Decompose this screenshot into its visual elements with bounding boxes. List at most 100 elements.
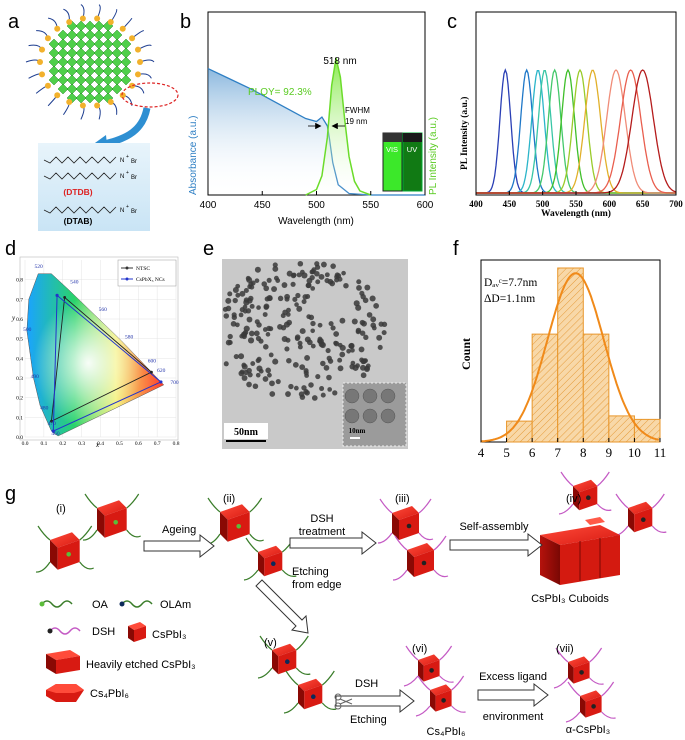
legend-oa-icon xyxy=(39,600,73,608)
nanoparticle xyxy=(245,275,251,281)
panel-b: 518 nm PLQY= 92.3% FWHM 19 nm Absorbance… xyxy=(188,11,439,227)
octahedron-icon xyxy=(93,38,105,50)
cube-side xyxy=(580,696,586,718)
x-tick-label-c: 600 xyxy=(603,199,617,209)
panel-f: 4 5 6 7 8 9 10 11 Dₐᵥᶜ=7.7nm ΔD=1.1nm Count xyxy=(459,259,667,460)
histogram-bar xyxy=(608,415,635,443)
y-axis-label-c: PL Intensity (a.u.) xyxy=(459,97,470,170)
nanoparticle xyxy=(311,395,318,401)
nanoparticle xyxy=(320,360,326,367)
ligand-head-icon xyxy=(66,99,73,106)
octahedron-icon xyxy=(75,47,87,59)
wavelength-label: 520 xyxy=(34,264,43,270)
legend-ncs-marker xyxy=(125,277,129,281)
nanocube-icon xyxy=(35,525,94,573)
nanoparticle xyxy=(222,306,228,312)
x-tick-label-f: 11 xyxy=(654,445,667,460)
x-tick-label-d: 0.4 xyxy=(97,441,104,447)
ligand-chain xyxy=(451,675,465,691)
panel-letter-d: d xyxy=(5,238,16,260)
inset-particle xyxy=(344,388,360,404)
nanoparticle xyxy=(271,286,278,293)
nanoparticle xyxy=(231,312,237,318)
ligand-head-icon xyxy=(129,82,136,89)
nanocube-icon xyxy=(403,645,454,687)
nanoparticle xyxy=(241,375,248,381)
arrow-etching-edge xyxy=(255,579,309,634)
cube-top xyxy=(258,545,283,559)
cube-side xyxy=(258,552,265,577)
ligand-head-icon xyxy=(107,99,114,106)
nanoparticle xyxy=(238,370,245,377)
nanoparticle xyxy=(323,365,330,371)
nanoparticle xyxy=(227,333,233,340)
ligand-chain xyxy=(433,569,449,578)
nanocube-icon xyxy=(205,497,264,545)
y-tick-label-d: 0.5 xyxy=(16,337,23,343)
nanoparticle xyxy=(263,304,269,310)
x-ticks-c: 400 450 500 550 600 650 700 xyxy=(469,191,683,209)
nanoparticle xyxy=(343,282,349,289)
scale-bar-inset-label: 10nm xyxy=(349,427,366,435)
cube-top xyxy=(392,506,419,520)
ligand-chain xyxy=(259,635,273,651)
legend-ntsc-label: NTSC xyxy=(136,266,150,272)
nanoparticle xyxy=(314,270,320,277)
ligand-chain xyxy=(615,493,629,509)
x-tick-label-f: 6 xyxy=(529,445,536,460)
octahedron-icon xyxy=(75,92,87,104)
nanoparticle xyxy=(305,294,311,299)
absorbance-fill xyxy=(208,68,425,195)
ligand-head-icon xyxy=(134,46,141,53)
nanoparticle xyxy=(248,295,254,302)
x-ticks-b: 400 450 500 550 600 xyxy=(200,191,434,211)
nanoparticle xyxy=(376,334,383,341)
octahedron-icon xyxy=(75,29,87,41)
y-tick-label-d: 0.3 xyxy=(16,376,23,382)
nanoparticle xyxy=(277,295,284,302)
ligand-head-icon xyxy=(66,18,73,25)
nanoparticle xyxy=(262,376,269,382)
ligand-chain xyxy=(394,535,408,551)
octahedron-icon xyxy=(120,47,132,59)
octahedron-icon xyxy=(75,83,87,95)
cube-side xyxy=(392,513,399,540)
nanoparticle xyxy=(366,312,373,318)
ligand-dot xyxy=(285,659,290,664)
nanoparticle xyxy=(363,334,369,340)
nanoparticle xyxy=(341,270,346,276)
ligand-head-icon xyxy=(107,18,114,25)
nanoparticle xyxy=(269,380,275,387)
octahedron-icon xyxy=(84,74,96,86)
dd-annotation: ΔD=1.1nm xyxy=(484,293,535,305)
pl-fill xyxy=(305,58,371,195)
label-cs4pbi6-product: Cs₄PbI₆ xyxy=(427,726,466,738)
nanoparticle xyxy=(310,286,316,291)
ncs-vertex xyxy=(55,293,59,297)
nanoparticle xyxy=(262,327,268,332)
histogram-bar xyxy=(557,267,584,443)
octahedron-icon xyxy=(93,83,105,95)
nanoparticle xyxy=(327,387,332,392)
octahedron-icon xyxy=(84,29,96,41)
nanoparticle xyxy=(234,322,240,328)
nanoparticle xyxy=(238,353,245,360)
x-tick-label-d: 0.2 xyxy=(59,441,66,447)
octahedron-icon xyxy=(111,29,123,41)
x-tick-label-f: 10 xyxy=(628,445,641,460)
histogram-plot xyxy=(480,267,661,443)
nanoparticle xyxy=(333,340,340,347)
ligand-head-icon xyxy=(54,92,61,99)
ligand-chain xyxy=(321,702,337,710)
octahedron-icon xyxy=(57,38,69,50)
y-tick-label-d: 0.7 xyxy=(16,297,23,303)
x-ticks-f: 4 5 6 7 8 9 10 11 xyxy=(478,438,667,460)
nanoparticle xyxy=(330,263,336,269)
octahedron-icon xyxy=(93,56,105,68)
panel-letter-a: a xyxy=(8,11,20,33)
nanoparticle xyxy=(317,336,323,342)
ntsc-vertex xyxy=(63,295,67,299)
ligand-chain xyxy=(417,675,431,691)
y-tick-label-d: 0.8 xyxy=(16,278,23,284)
octahedron-icon xyxy=(93,92,105,104)
